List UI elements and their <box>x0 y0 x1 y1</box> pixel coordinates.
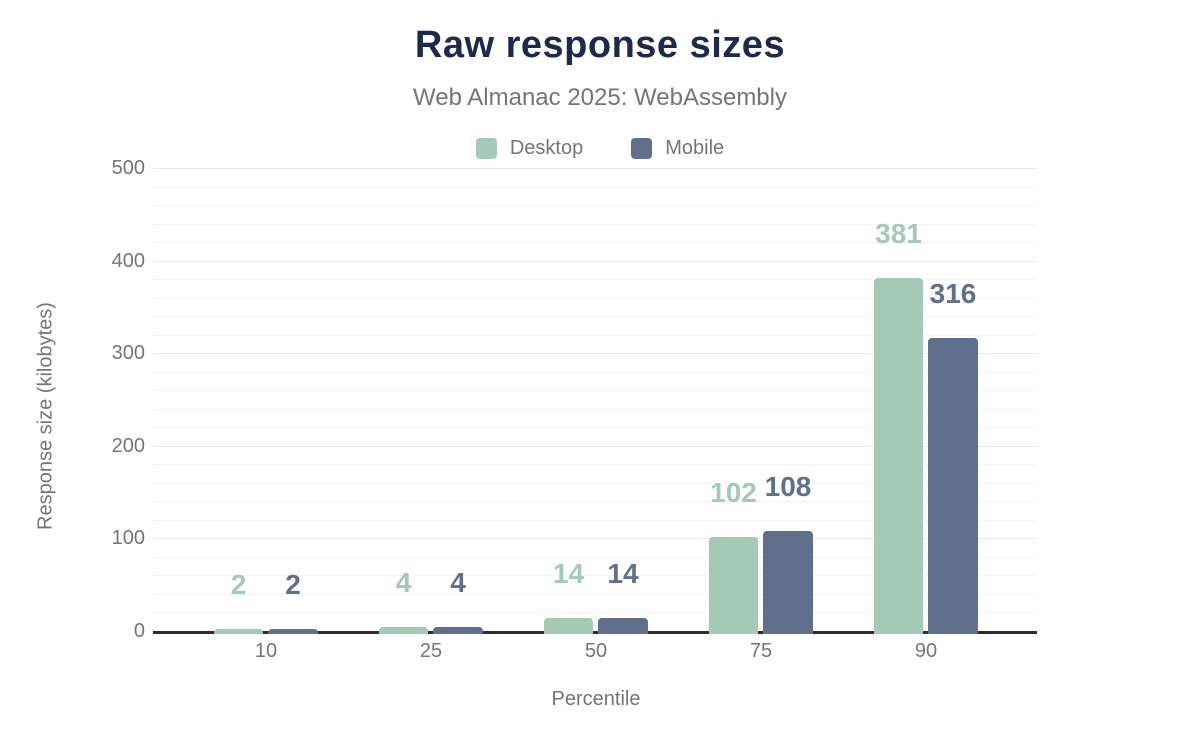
y-tick-label-0: 0 <box>133 620 145 642</box>
gridline-minor-360 <box>153 297 1037 299</box>
value-label-desktop-p50: 14 <box>552 558 585 590</box>
gridline-minor-380 <box>153 279 1037 281</box>
value-label-mobile-p25: 4 <box>450 567 466 599</box>
bar-mobile-p75[interactable] <box>763 531 813 634</box>
bar-desktop-p25[interactable] <box>379 627 428 634</box>
bar-mobile-p25[interactable] <box>433 627 483 634</box>
y-tick-label-500: 500 <box>111 157 145 179</box>
gridline-minor-260 <box>153 390 1037 392</box>
x-tick-label-10: 10 <box>254 640 278 662</box>
gridline-minor-460 <box>153 205 1037 207</box>
gridline-minor-180 <box>153 464 1037 466</box>
legend-label-desktop: Desktop <box>509 137 584 159</box>
value-label-mobile-p75: 108 <box>764 471 812 502</box>
gridline-minor-80 <box>153 556 1037 558</box>
bar-mobile-p50[interactable] <box>598 618 648 634</box>
gridline-minor-440 <box>153 223 1037 225</box>
chart-title: Raw response sizes <box>414 24 786 66</box>
value-label-desktop-p75: 102 <box>710 476 757 508</box>
y-axis-title: Response size (kilobytes) <box>34 302 57 530</box>
value-label-desktop-p25: 4 <box>395 567 412 599</box>
gridline-major-300 <box>153 353 1037 355</box>
chart-subtitle: Web Almanac 2025: WebAssembly <box>413 84 787 111</box>
gridline-minor-420 <box>153 242 1037 244</box>
x-tick-label-90: 90 <box>914 640 938 662</box>
gridline-minor-320 <box>153 334 1037 336</box>
value-label-mobile-p50: 14 <box>607 558 639 590</box>
bar-mobile-p90[interactable] <box>928 338 978 634</box>
bar-desktop-p75[interactable] <box>709 536 758 634</box>
gridline-minor-280 <box>153 371 1037 373</box>
bar-desktop-p50[interactable] <box>544 618 593 634</box>
gridline-minor-220 <box>153 427 1037 429</box>
legend-item-mobile[interactable]: Mobile <box>631 137 724 160</box>
gridline-major-400 <box>153 260 1037 262</box>
x-tick-label-75: 75 <box>749 640 773 662</box>
x-tick-label-25: 25 <box>419 640 443 662</box>
x-tick-label-50: 50 <box>584 640 608 662</box>
y-tick-label-200: 200 <box>111 434 145 457</box>
gridline-major-200 <box>153 445 1037 447</box>
gridline-minor-140 <box>153 501 1037 503</box>
legend-label-mobile: Mobile <box>665 137 725 159</box>
plot-area: 2 2 4 4 14 14 102 108 381 316 <box>153 168 1037 634</box>
gridline-minor-20 <box>153 612 1037 614</box>
gridline-major-100 <box>153 538 1037 540</box>
legend-item-desktop[interactable]: Desktop <box>475 137 584 160</box>
legend: Desktop Mobile <box>0 137 1200 160</box>
bar-desktop-p90[interactable] <box>874 278 923 634</box>
desktop-swatch-icon <box>475 138 497 159</box>
gridline-minor-480 <box>153 186 1037 188</box>
gridline-minor-120 <box>153 519 1037 521</box>
gridline-major-500 <box>153 168 1037 169</box>
gridline-minor-40 <box>153 593 1037 595</box>
gridline-minor-60 <box>153 575 1037 577</box>
y-tick-label-100: 100 <box>111 527 145 550</box>
gridline-minor-340 <box>153 316 1037 318</box>
gridline-minor-240 <box>153 408 1037 410</box>
value-label-desktop-p90: 381 <box>875 218 922 250</box>
x-axis-title: Percentile <box>551 688 641 710</box>
gridline-minor-160 <box>153 482 1037 484</box>
value-label-mobile-p90: 316 <box>929 278 977 310</box>
bar-desktop-p10[interactable] <box>214 629 263 634</box>
value-label-desktop-p10: 2 <box>230 569 247 601</box>
mobile-swatch-icon <box>631 138 653 159</box>
y-tick-label-300: 300 <box>111 342 145 365</box>
value-label-mobile-p10: 2 <box>285 569 301 601</box>
bar-mobile-p10[interactable] <box>268 629 318 634</box>
y-tick-label-400: 400 <box>111 249 145 272</box>
x-axis-line <box>153 631 1037 634</box>
